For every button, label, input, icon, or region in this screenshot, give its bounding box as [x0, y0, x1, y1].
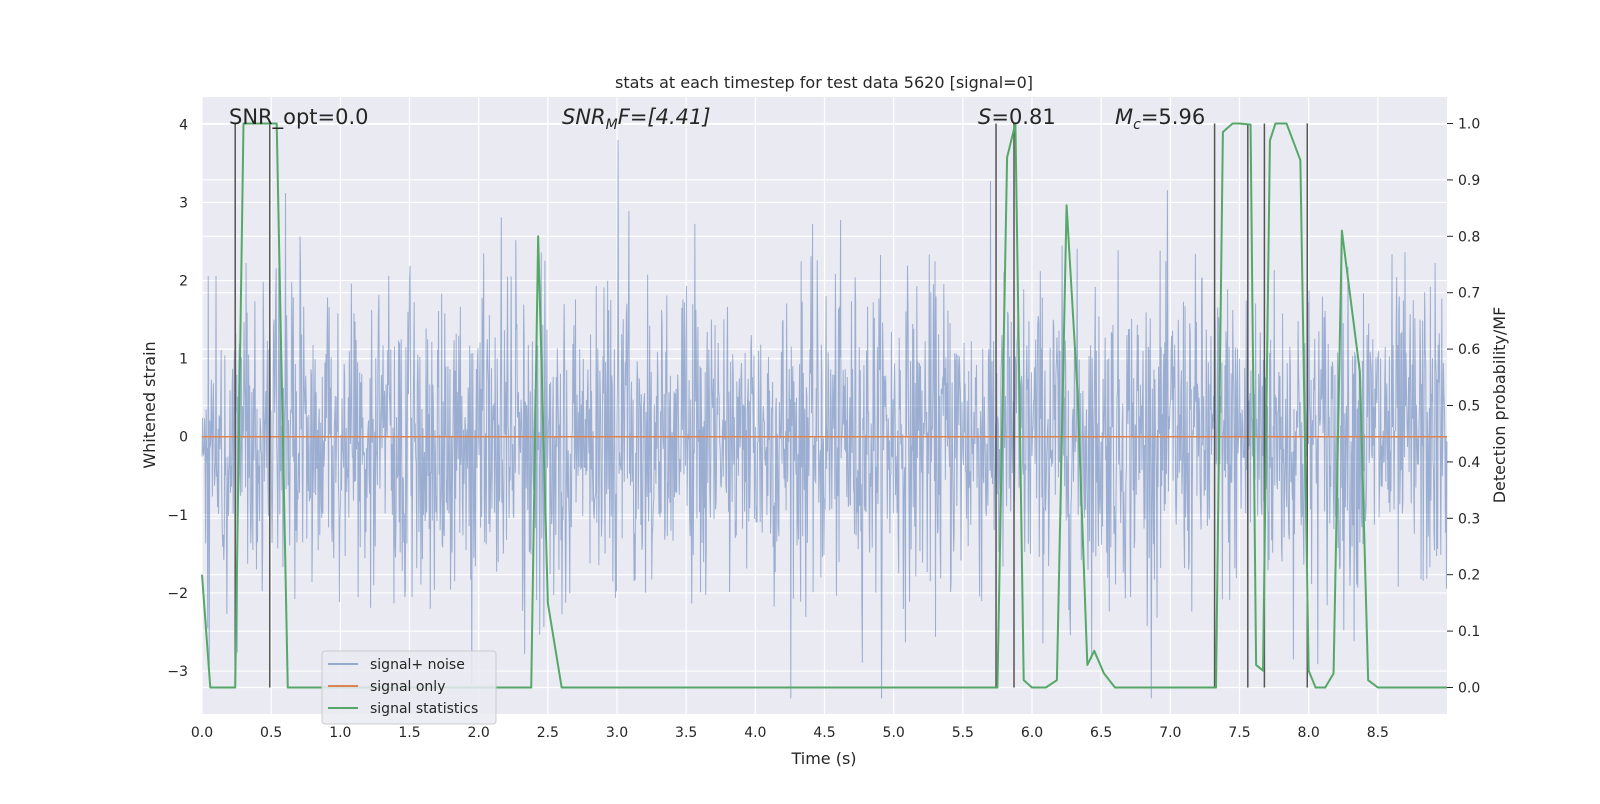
y-left-tick-label: 4: [179, 117, 188, 133]
mc-label: M: [1115, 105, 1133, 129]
y-axis-left-ticks: 4 3 2 1 0 −1 −2 −3: [167, 117, 188, 680]
mc-subscript: c: [1133, 117, 1141, 133]
x-tick-label: 6.0: [1021, 725, 1043, 741]
y-left-tick-label: −1: [167, 508, 188, 524]
x-tick-label: 7.0: [1159, 725, 1181, 741]
snr-opt-annotation: SNR_opt=0.0: [229, 105, 369, 130]
y-right-tick-label: 0.1: [1458, 624, 1480, 640]
snr-mf-value: F=[4.41]: [618, 105, 711, 129]
x-tick-label: 4.5: [813, 725, 835, 741]
s-value: =0.81: [991, 105, 1055, 129]
snr-mf-annotation: SNRMF=[4.41]: [562, 105, 711, 133]
signal-statistics-line: [201, 122, 1447, 689]
y-axis-right-ticks: 1.0 0.9 0.8 0.7 0.6 0.5 0.4 0.3 0.2 0.1 0.0: [1447, 117, 1480, 696]
snr-mf-label: SNR: [562, 105, 606, 129]
y-left-tick-label: 0: [179, 430, 188, 446]
x-tick-label: 2.0: [468, 725, 490, 741]
y-right-tick-label: 0.8: [1458, 229, 1480, 245]
x-tick-label: 3.5: [675, 725, 697, 741]
x-tick-label: 2.5: [537, 725, 559, 741]
y-right-tick-label: 0.5: [1458, 399, 1480, 415]
y-right-tick-label: 1.0: [1458, 117, 1480, 133]
snr-mf-subscript: M: [606, 117, 618, 133]
y-left-tick-label: −2: [167, 586, 188, 602]
chart-title: stats at each timestep for test data 562…: [615, 73, 1033, 92]
x-tick-label: 1.5: [398, 725, 420, 741]
y-axis-right-label: Detection probability/MF: [1490, 307, 1509, 504]
y-right-tick-label: 0.4: [1458, 455, 1480, 471]
mc-value: =5.96: [1141, 105, 1205, 129]
x-axis-label: Time (s): [790, 749, 856, 768]
legend-signal-label: signal only: [370, 679, 445, 695]
legend: signal+ noise signal only signal statist…: [321, 650, 497, 725]
signal-noise-series: [201, 140, 1448, 699]
x-tick-label: 1.0: [329, 725, 351, 741]
x-tick-label: 5.0: [883, 725, 905, 741]
s-annotation: S=0.81: [978, 105, 1056, 129]
x-tick-label: 0.0: [191, 725, 213, 741]
y-right-tick-label: 0.3: [1458, 511, 1480, 527]
x-tick-label: 3.0: [606, 725, 628, 741]
legend-noise-label: signal+ noise: [370, 657, 465, 673]
x-tick-label: 5.5: [952, 725, 974, 741]
y-right-tick-label: 0.0: [1458, 680, 1480, 696]
x-tick-label: 8.0: [1298, 725, 1320, 741]
x-tick-label: 4.0: [744, 725, 766, 741]
y-right-tick-label: 0.7: [1458, 286, 1480, 302]
signal-noise-line: [201, 140, 1448, 699]
y-right-tick-label: 0.9: [1458, 173, 1480, 189]
x-tick-label: 6.5: [1090, 725, 1112, 741]
x-tick-label: 8.5: [1367, 725, 1389, 741]
y-left-tick-label: −3: [167, 664, 188, 680]
mc-annotation: Mc=5.96: [1115, 105, 1205, 133]
y-left-tick-label: 1: [179, 352, 188, 368]
s-label: S: [978, 105, 991, 129]
vertical-markers: [234, 123, 1309, 688]
x-tick-label: 0.5: [260, 725, 282, 741]
y-right-tick-label: 0.2: [1458, 568, 1480, 584]
y-axis-left-label: Whitened strain: [140, 341, 159, 468]
y-left-tick-label: 3: [179, 195, 188, 211]
y-right-tick-label: 0.6: [1458, 342, 1480, 358]
x-tick-label: 7.5: [1228, 725, 1250, 741]
legend-stats-label: signal statistics: [370, 701, 478, 717]
legend-box: [321, 650, 497, 725]
y-left-tick-label: 2: [179, 274, 188, 290]
x-axis-ticks: 0.0 0.5 1.0 1.5 2.0 2.5 3.0 3.5 4.0 4.5 5.0 5.5 6.0 6…: [191, 725, 1389, 741]
